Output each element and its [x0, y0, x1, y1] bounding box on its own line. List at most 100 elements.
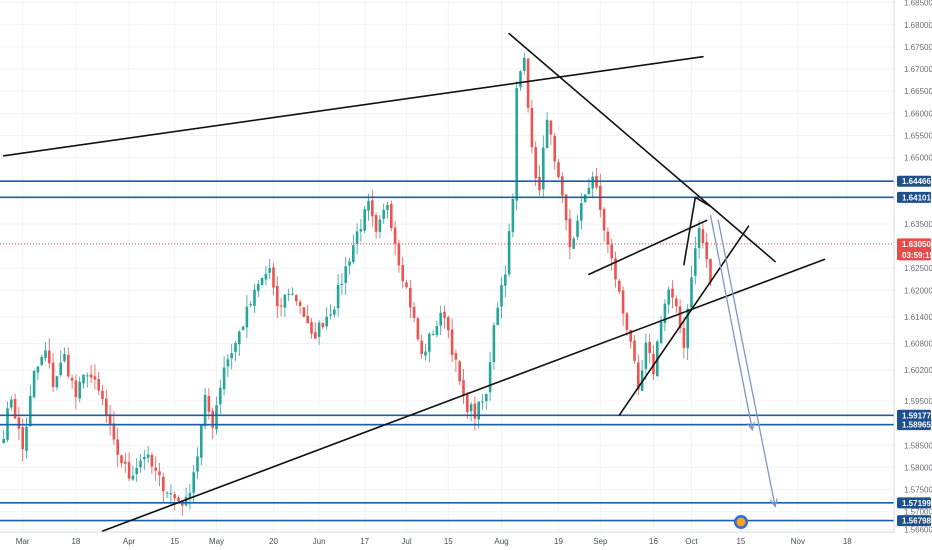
time-tick-label: Oct	[685, 537, 698, 546]
candle-up	[694, 248, 697, 276]
candle-down	[637, 362, 640, 390]
candle-up	[515, 88, 518, 201]
candle-up	[591, 176, 594, 189]
trendline[interactable]	[683, 196, 697, 266]
candle-down	[629, 329, 632, 342]
earnings-event-icon[interactable]	[734, 515, 748, 529]
candle-down	[154, 467, 157, 471]
candle-up	[644, 342, 648, 369]
candle-up	[355, 231, 359, 244]
candle-down	[116, 439, 119, 455]
candle-up	[44, 350, 47, 359]
candle-up	[439, 312, 442, 326]
candle-down	[534, 147, 537, 179]
price-tick-label: 1.68500	[904, 0, 932, 8]
candle-down	[462, 380, 465, 396]
time-tick-label: 19	[554, 537, 563, 546]
candle-down	[614, 258, 617, 280]
candle-up	[196, 456, 199, 472]
time-tick-label: Apr	[123, 537, 136, 546]
candle-down	[48, 350, 51, 364]
price-tick-label: 1.59500	[904, 397, 932, 406]
candle-up	[139, 460, 142, 468]
candle-up	[238, 331, 241, 345]
candle-up	[135, 468, 138, 475]
candle-up	[496, 307, 499, 326]
countdown-timer-label: 03:59:15	[902, 251, 932, 260]
trendline[interactable]	[2, 55, 704, 157]
candle-down	[648, 342, 651, 354]
trendline[interactable]	[588, 219, 708, 276]
candle-up	[325, 316, 328, 327]
time-axis: Mar 18 Apr 15 May 20 Jun 17 Jul 15 Aug 19 Sep 16 Oct 15…	[16, 537, 852, 546]
candle-down	[374, 215, 378, 232]
trendline[interactable]	[618, 225, 750, 416]
candle-up	[500, 285, 503, 307]
candle-up	[378, 219, 382, 232]
trendline[interactable]	[101, 258, 826, 532]
candle-down	[553, 135, 556, 162]
candle-down	[625, 313, 629, 331]
candle-down	[538, 176, 541, 191]
candle-down	[314, 332, 317, 339]
price-tick-label: 1.58000	[904, 463, 932, 472]
candle-up	[481, 401, 484, 403]
candle-up	[697, 228, 701, 248]
candle-down	[17, 417, 21, 429]
projection-arrows	[709, 214, 778, 508]
candle-down	[530, 107, 534, 148]
projection-arrow-shaft[interactable]	[717, 219, 776, 507]
candle-up	[469, 404, 473, 412]
candle-up	[249, 304, 252, 306]
level-price-label: 1.64466	[902, 177, 931, 186]
candle-up	[428, 333, 431, 352]
candle-down	[473, 403, 477, 419]
candle-down	[74, 380, 78, 398]
candle-down	[420, 340, 423, 355]
time-tick-label: Nov	[791, 537, 805, 546]
candle-down	[162, 476, 165, 492]
price-tick-label: 1.66000	[904, 109, 932, 118]
candle-up	[583, 194, 587, 203]
projection-arrow-shaft[interactable]	[709, 214, 753, 430]
chart-grid	[0, 0, 894, 532]
candle-down	[678, 306, 682, 329]
candle-up	[32, 370, 36, 398]
candle-up	[477, 401, 480, 420]
candle-down	[458, 361, 461, 382]
candle-down	[447, 317, 450, 331]
candle-down	[405, 282, 408, 288]
price-tick-label: 1.67500	[904, 43, 932, 52]
candle-up	[523, 57, 526, 71]
candle-down	[633, 340, 636, 361]
level-price-badge	[897, 497, 931, 509]
candle-down	[675, 298, 678, 307]
candle-up	[86, 375, 89, 377]
candle-down	[177, 497, 180, 501]
price-tick-label: 1.60200	[904, 366, 932, 375]
candle-up	[587, 187, 591, 194]
candle-up	[230, 353, 233, 359]
candle-down	[211, 410, 214, 428]
candle-down	[302, 307, 306, 317]
candle-down	[397, 243, 401, 266]
price-tick-label: 1.56600	[904, 525, 932, 534]
candle-up	[241, 326, 245, 330]
trendline[interactable]	[508, 32, 776, 263]
candle-down	[561, 176, 564, 196]
trendline[interactable]	[694, 196, 712, 208]
candle-down	[390, 204, 393, 228]
price-tick-label: 1.66500	[904, 87, 932, 96]
candle-up	[317, 322, 321, 337]
candle-down	[709, 258, 712, 283]
candle-down	[108, 414, 112, 425]
time-tick-label: 16	[649, 537, 658, 546]
candle-up	[169, 493, 173, 495]
candle-up	[686, 308, 689, 349]
candle-up	[336, 284, 340, 309]
candle-up	[663, 303, 667, 324]
candle-down	[105, 398, 108, 415]
